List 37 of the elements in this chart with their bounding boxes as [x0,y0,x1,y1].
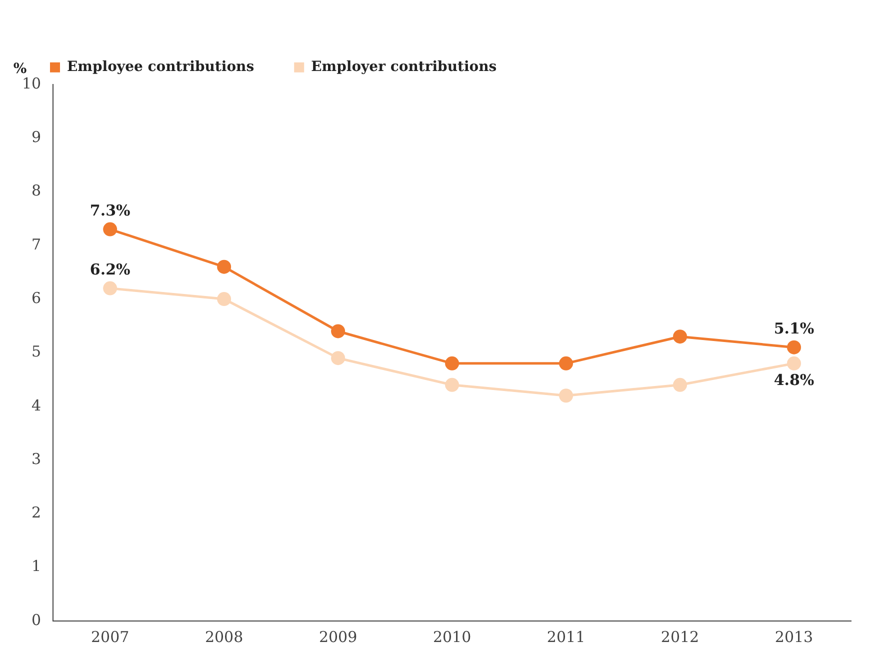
y-tick-label: 1 [32,557,42,576]
point [673,330,688,344]
data-label: 7.3% [90,202,130,220]
y-tick-label: 2 [32,504,42,522]
x-tick-label: 2009 [318,628,358,646]
y-tick-label: 0 [32,610,42,629]
point [331,351,346,366]
x-tick-label: 2010 [432,628,472,646]
x-tick-label: 2013 [774,628,814,646]
x-tick-label: 2008 [204,628,244,646]
data-label: 4.8% [774,370,814,389]
x-tick-label: 2011 [546,628,586,646]
y-tick-label: 3 [32,450,42,468]
x-tick-label: 2007 [90,628,130,646]
y-tick-label: 6 [32,288,42,307]
point [103,281,118,296]
point [103,222,118,236]
y-tick-label: 5 [32,342,42,361]
data-label: 5.1% [774,320,814,338]
point [217,292,232,306]
point [559,388,574,403]
y-tick-label: 4 [32,396,42,414]
point [331,324,346,338]
y-tick-label: 7 [32,235,42,254]
y-tick-label: 8 [32,182,42,200]
point [787,356,802,370]
point [787,340,802,354]
legend-label: Employee contributions [67,59,254,76]
legend-label: Employer contributions [311,59,497,76]
data-label: 6.2% [90,260,130,279]
x-tick-label: 2012 [660,628,700,646]
y-tick-label: 9 [32,128,42,146]
point [559,356,574,370]
point [673,378,688,392]
point [217,260,232,274]
point [445,356,460,370]
point [445,378,460,392]
